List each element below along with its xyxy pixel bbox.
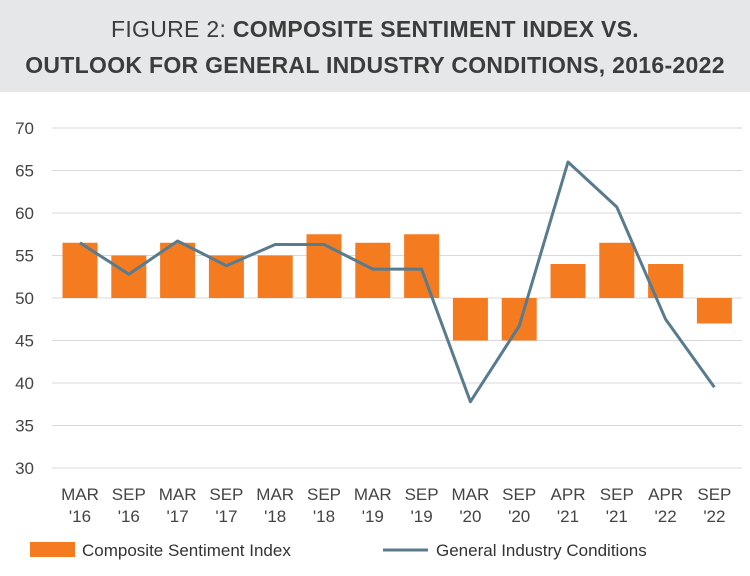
x-tick-label: SEP [502, 485, 536, 504]
y-tick-label: 35 [15, 417, 34, 436]
x-tick-label: APR [648, 485, 683, 504]
x-tick-label: '18 [313, 507, 335, 526]
x-tick-label: SEP [600, 485, 634, 504]
x-tick-label: MAR [256, 485, 294, 504]
x-tick-label: SEP [405, 485, 439, 504]
x-tick-label: '22 [655, 507, 677, 526]
series-line [79, 160, 716, 404]
bar [257, 255, 293, 298]
chart-title-main-2: OUTLOOK FOR GENERAL INDUSTRY CONDITIONS,… [25, 52, 725, 78]
bar [696, 298, 732, 324]
y-tick-label: 60 [15, 204, 34, 223]
x-tick-label: SEP [112, 485, 146, 504]
line-series [79, 160, 716, 404]
chart-title-line-2: OUTLOOK FOR GENERAL INDUSTRY CONDITIONS,… [0, 52, 750, 79]
x-tick-label: SEP [697, 485, 731, 504]
chart-title-line-1: FIGURE 2: COMPOSITE SENTIMENT INDEX VS. [0, 16, 750, 43]
legend-label-bar: Composite Sentiment Index [82, 541, 291, 560]
x-tick-label: APR [551, 485, 586, 504]
x-tick-label: '22 [703, 507, 725, 526]
x-tick-label: '20 [508, 507, 530, 526]
x-tick-label: '16 [118, 507, 140, 526]
y-tick-label: 65 [15, 162, 34, 181]
y-tick-label: 70 [15, 119, 34, 138]
legend-swatch-bar [30, 542, 75, 557]
x-tick-label: MAR [159, 485, 197, 504]
bar [111, 255, 147, 298]
bar [550, 264, 586, 298]
chart-area: 30 35 40 45 50 55 60 65 70 MAR '16 SEP '16 MAR '17 SEP… [15, 119, 742, 560]
x-tick-label: SEP [209, 485, 243, 504]
x-tick-label: '16 [69, 507, 91, 526]
y-tick-label: 50 [15, 289, 34, 308]
x-tick-label: MAR [61, 485, 99, 504]
y-axis: 30 35 40 45 50 55 60 65 70 [15, 119, 34, 478]
chart-title-prefix: FIGURE 2: [110, 16, 227, 42]
x-tick-label: '19 [411, 507, 433, 526]
x-tick-label: '19 [362, 507, 384, 526]
gridlines [52, 127, 742, 469]
x-tick-label: '17 [215, 507, 237, 526]
x-tick-label: SEP [307, 485, 341, 504]
y-tick-label: 40 [15, 374, 34, 393]
bar [160, 242, 196, 298]
x-tick-label: '21 [557, 507, 579, 526]
x-tick-label: MAR [354, 485, 392, 504]
bar [208, 255, 244, 298]
bar [404, 234, 440, 298]
bar [452, 298, 488, 341]
chart-title-main-1: COMPOSITE SENTIMENT INDEX VS. [232, 16, 639, 42]
y-tick-label: 45 [15, 332, 34, 351]
y-tick-label: 30 [15, 459, 34, 478]
x-tick-label: '18 [264, 507, 286, 526]
legend: Composite Sentiment Index General Industr… [30, 541, 647, 560]
x-tick-label: MAR [452, 485, 490, 504]
bar [599, 242, 635, 298]
y-tick-label: 55 [15, 247, 34, 266]
x-tick-label: '20 [459, 507, 481, 526]
x-axis: MAR '16 SEP '16 MAR '17 SEP '17 MAR '18 SEP '18 MAR '… [61, 485, 731, 526]
x-tick-label: '17 [167, 507, 189, 526]
x-tick-label: '21 [606, 507, 628, 526]
title-band: FIGURE 2: COMPOSITE SENTIMENT INDEX VS. … [0, 0, 750, 92]
bar [501, 298, 537, 341]
legend-label-line: General Industry Conditions [436, 541, 647, 560]
